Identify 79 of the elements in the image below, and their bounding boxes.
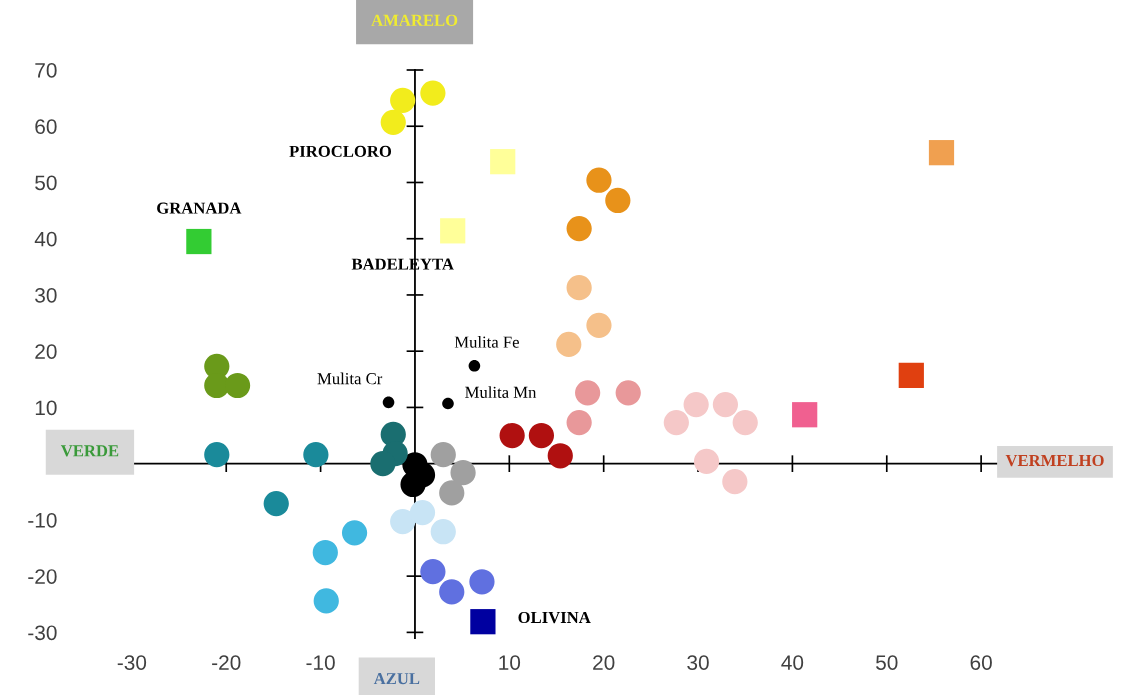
point [663,409,689,436]
point [712,392,739,418]
point [605,187,631,214]
point [450,460,476,486]
point [615,380,641,406]
series-label: GRANADA [157,202,242,214]
point [303,442,329,468]
point [420,80,446,106]
point [693,448,720,475]
point [566,275,592,301]
point [439,480,465,506]
point [469,569,495,595]
text: AMARELO [371,14,458,26]
point [370,451,396,477]
point [566,215,592,242]
point [430,519,456,545]
y-tick-label: 40 [34,231,57,247]
x-tick-label: 60 [970,655,992,670]
point [224,372,251,399]
point [382,396,395,409]
point [566,409,592,436]
y-tick-label: -20 [28,569,57,584]
point [204,372,230,399]
point [442,397,454,410]
point [312,539,338,566]
point [528,422,555,449]
legend-label: Mulita Fe [454,336,519,348]
point [683,392,709,418]
point [586,312,612,338]
point [409,499,436,526]
text: AZUL [373,673,420,685]
x-tick-label: 40 [781,655,804,670]
point [547,443,573,469]
point [400,471,426,498]
point [722,469,748,495]
annotation: VERDE [60,445,119,457]
point [468,360,481,372]
y-tick-label: 20 [35,344,57,359]
series-label: Mulita Mn [465,386,537,398]
point [204,442,230,468]
point [499,422,525,449]
point [313,588,339,614]
point [380,109,406,135]
x-tick-label: -30 [117,655,147,670]
series-label: PIROCLORO [289,145,392,158]
point [792,402,818,428]
point [928,140,955,166]
point [470,609,496,635]
point [575,380,601,406]
y-tick-label: -10 [28,512,57,528]
x-tick-label: 50 [876,655,898,670]
text: VERMELHO [1005,454,1104,467]
series-label: OLIVINA [518,611,591,624]
x-tick-label: -10 [306,655,335,670]
x-tick-label: 30 [687,655,709,670]
y-tick-label: 70 [35,63,57,78]
point [186,228,212,255]
x-tick-label: -20 [212,655,241,670]
x-tick-label: 20 [593,655,615,670]
point [556,331,582,358]
y-tick-label: 10 [35,400,57,416]
series-label: Mulita Cr [317,372,383,385]
point [490,149,516,175]
point [732,409,758,436]
point [420,559,446,585]
point [263,490,289,517]
point [898,362,924,388]
point [586,167,612,193]
point [390,87,416,113]
y-tick-label: -30 [28,625,57,641]
point [440,218,466,244]
point [341,520,368,546]
y-tick-label: 30 [35,287,57,303]
point [439,579,465,605]
y-tick-label: 60 [35,119,57,134]
point [390,508,416,535]
y-tick-label: 50 [35,175,57,191]
point [430,442,456,468]
x-tick-label: 10 [499,655,521,670]
